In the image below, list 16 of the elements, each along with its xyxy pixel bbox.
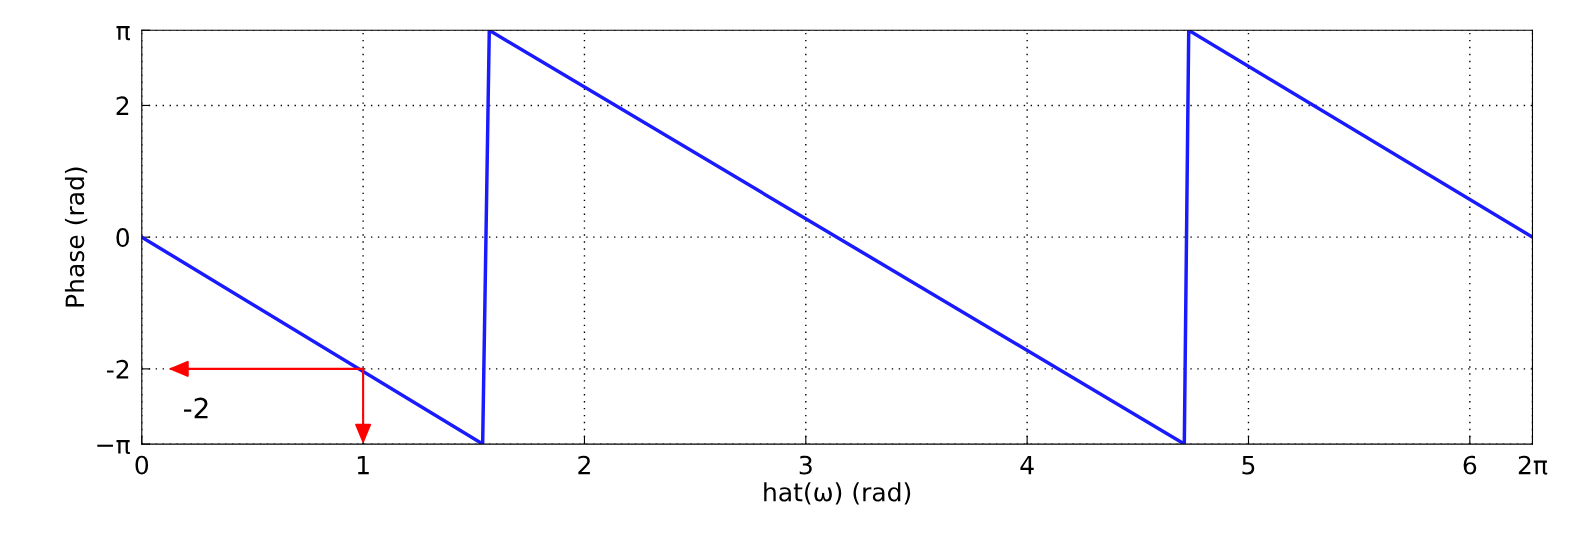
y-tick-label: π [116,26,130,41]
x-axis-title: hat(ω) (rad) [764,482,911,505]
y-tick-label: 2 [116,96,129,115]
y-tick-label: -2 [106,359,129,379]
y-axis-title: Phase (rad) [64,167,88,307]
x-tick-label: 2 [578,455,590,475]
y-tick-label: 0 [116,228,130,248]
x-tick-label: 4 [1020,455,1034,475]
x-tick-label: 1 [357,455,369,475]
x-tick-label: 0 [135,455,149,475]
x-tick-label: 5 [1242,455,1255,475]
x-tick-label: 2π [1518,455,1548,475]
x-tick-label: 3 [799,455,812,475]
x-tick-label: 6 [1463,455,1477,475]
annotation: -2 [183,397,208,419]
y-tick-label: −π [97,439,130,455]
